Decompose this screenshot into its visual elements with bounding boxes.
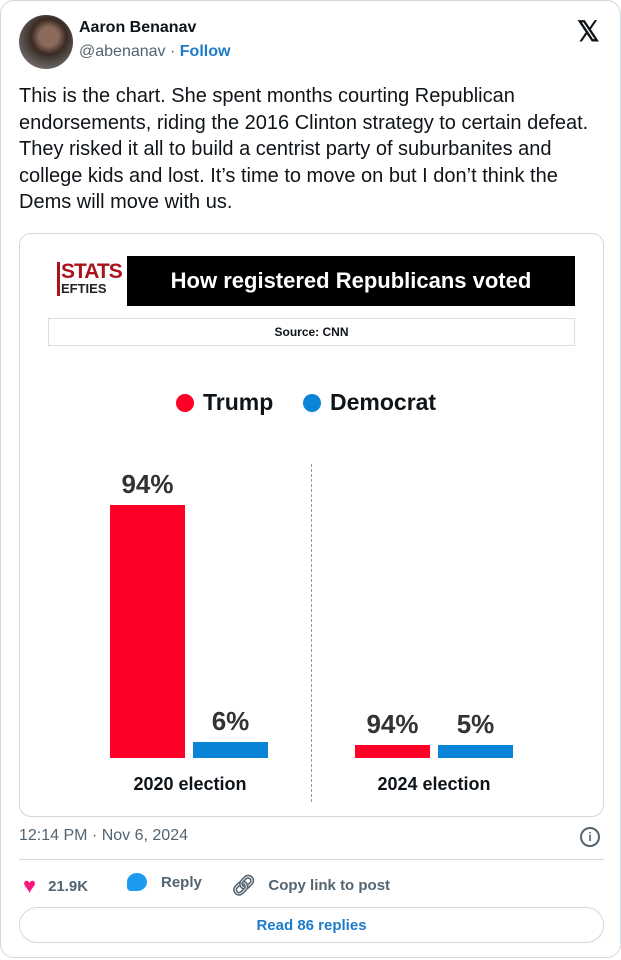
reply-label: Reply [161,873,202,891]
link-icon: 🔗︎ [231,875,257,897]
chart-source: Source: CNN [48,318,575,346]
legend-dot-trump [176,393,194,412]
bar-trump-1 [110,505,185,758]
read-replies-button[interactable]: Read 86 replies [19,907,604,943]
author-handle[interactable]: @abenanav [79,43,166,60]
value-label: 5% [456,708,495,739]
avatar[interactable] [19,15,73,69]
chart-title: How registered Republicans voted [127,256,575,306]
category-label: 2020 election [133,774,247,794]
follow-link[interactable]: Follow [179,43,231,60]
stats-for-lefties-logo: STATS EFTIES [57,261,123,304]
value-label: 6% [211,705,250,736]
like-button[interactable]: ♥ 21.9K [23,873,88,899]
like-count: 21.9K [48,877,89,895]
copy-link-button[interactable]: 🔗︎ Copy link to post [231,873,390,898]
legend-democrat: Democrat [303,389,436,416]
value-label: 94% [366,708,419,739]
bar-trump-2 [355,744,430,758]
author-name[interactable]: Aaron Benanav [79,19,197,36]
legend-trump: Trump [176,389,273,416]
value-label: 94% [121,469,174,500]
chart-divider [311,464,312,802]
reply-bubble-icon [127,873,147,891]
copy-link-label: Copy link to post [268,877,391,894]
heart-icon: ♥ [23,873,37,898]
reply-button[interactable]: Reply [127,873,202,891]
timestamp[interactable]: 12:14 PM · Nov 6, 2024 [19,827,188,844]
legend-label: Democrat [330,389,437,415]
tweet-image[interactable]: STATS EFTIES How registered Republicans … [19,233,604,817]
tweet-text: This is the chart. She spent months cour… [19,85,589,213]
author-handle-row: @abenanav · Follow [79,43,230,61]
bar-democrat-1 [193,741,268,758]
info-icon[interactable]: i [580,827,600,847]
separator: · [169,43,176,60]
bar-democrat-2 [438,744,513,758]
legend-label: Trump [203,389,274,415]
legend-dot-democrat [303,393,321,412]
divider [19,859,604,860]
x-logo-icon[interactable]: 𝕏 [577,16,600,47]
category-label: 2024 election [377,774,491,794]
